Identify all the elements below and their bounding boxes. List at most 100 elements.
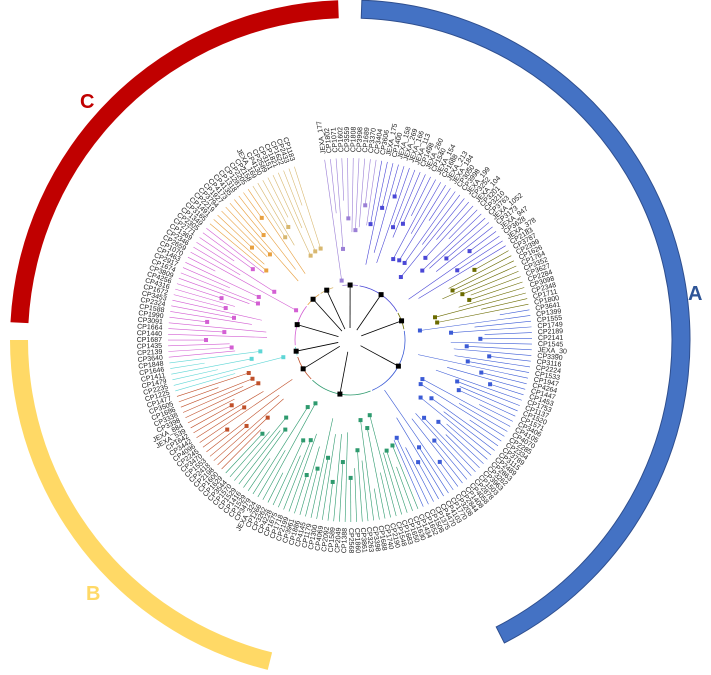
tip-branch xyxy=(474,250,509,271)
tip-branch xyxy=(283,440,312,510)
tip-branch xyxy=(373,164,399,253)
tip-branch xyxy=(217,214,253,248)
internal-node xyxy=(284,415,289,420)
tip-branch xyxy=(459,386,518,412)
tip-branch xyxy=(175,288,236,307)
clade-arc-b xyxy=(10,340,273,670)
tip-branch xyxy=(196,242,275,293)
tip-branch xyxy=(408,235,500,300)
root-node xyxy=(310,296,316,302)
tip-branch xyxy=(335,158,344,249)
tip-branch xyxy=(257,182,295,246)
tip-label: CP1646 xyxy=(139,366,165,377)
tip-branch xyxy=(357,450,363,522)
tip-label: CP1990 xyxy=(138,310,164,320)
internal-node xyxy=(478,336,483,341)
tip-branch xyxy=(182,267,231,289)
tip-branch xyxy=(447,367,526,390)
tip-branch xyxy=(171,358,252,375)
tip-label: CP1588 xyxy=(139,303,165,314)
tip-label: CP1545 xyxy=(538,341,564,349)
tip-branch xyxy=(405,447,434,502)
tip-branch xyxy=(442,265,517,300)
tip-branch xyxy=(489,383,524,396)
internal-node xyxy=(417,445,422,450)
internal-node xyxy=(358,418,363,423)
tip-branch xyxy=(384,389,454,491)
tip-branch xyxy=(178,277,250,304)
internal-node xyxy=(260,431,265,436)
tip-branch xyxy=(267,177,289,218)
tip-branch xyxy=(294,474,307,514)
internal-node xyxy=(436,419,441,424)
tip-branch xyxy=(436,201,470,240)
tip-branch xyxy=(225,433,263,474)
tip-branch xyxy=(446,423,488,460)
tip-label: CP1687 xyxy=(137,337,162,344)
internal-node xyxy=(392,194,397,199)
root-branch xyxy=(356,294,382,331)
tip-label: CP1749 xyxy=(537,321,563,330)
tip-branch xyxy=(429,217,486,269)
clade-label-b: B xyxy=(86,583,100,605)
internal-node xyxy=(402,260,407,265)
internal-node xyxy=(330,479,335,484)
tip-branch xyxy=(221,429,262,470)
internal-node xyxy=(308,438,313,443)
internal-node xyxy=(472,267,477,272)
tip-branch xyxy=(305,468,318,517)
internal-node xyxy=(281,355,286,360)
tip-branch xyxy=(278,455,301,508)
tip-branch xyxy=(288,168,303,206)
internal-node xyxy=(464,344,469,349)
tip-label: CP2141 xyxy=(538,335,563,342)
tip-branch xyxy=(361,460,369,522)
tip-branch xyxy=(327,481,333,521)
tip-branch xyxy=(283,170,316,252)
tip-branch xyxy=(234,417,287,481)
root-node xyxy=(300,366,306,372)
tip-branch xyxy=(400,198,465,278)
tip-branch xyxy=(333,434,342,522)
internal-node xyxy=(423,255,428,260)
tip-branch xyxy=(176,283,222,299)
tip-branch xyxy=(339,462,344,522)
internal-node xyxy=(422,415,427,420)
internal-node xyxy=(264,268,269,273)
tip-label: CP3116 xyxy=(536,359,562,369)
tip-branch xyxy=(262,180,289,228)
internal-node xyxy=(242,405,247,410)
tip-branch xyxy=(437,303,529,323)
internal-node xyxy=(313,249,318,254)
internal-node xyxy=(256,294,261,299)
tip-branch xyxy=(238,430,281,485)
tip-branch xyxy=(196,407,245,439)
tip-branch xyxy=(450,341,532,345)
internal-node xyxy=(368,222,373,227)
tip-branch xyxy=(404,191,456,264)
internal-node xyxy=(355,448,360,453)
tip-branch xyxy=(428,188,451,221)
tip-branch xyxy=(376,167,410,264)
clade-arc-c xyxy=(10,0,339,324)
tip-branch xyxy=(479,404,513,422)
tip-label: CP1435 xyxy=(137,343,163,351)
internal-node xyxy=(305,405,310,410)
tip-branch xyxy=(187,398,235,424)
tip-branch xyxy=(422,194,461,245)
tip-branch xyxy=(499,309,530,316)
tip-branch xyxy=(418,245,506,299)
tip-branch xyxy=(396,417,444,497)
clade-letters: A B C xyxy=(80,91,702,605)
tip-branch xyxy=(221,210,268,258)
root-node xyxy=(324,287,330,293)
tip-label: CP1848 xyxy=(138,361,164,371)
internal-node xyxy=(467,249,472,254)
internal-node xyxy=(488,382,493,387)
tip-branch xyxy=(168,350,236,358)
tip-label: CP3370 xyxy=(368,128,378,154)
tip-label: CP3404 xyxy=(374,128,385,154)
internal-node xyxy=(308,253,313,258)
tip-branch xyxy=(448,255,512,289)
internal-node xyxy=(365,426,370,431)
